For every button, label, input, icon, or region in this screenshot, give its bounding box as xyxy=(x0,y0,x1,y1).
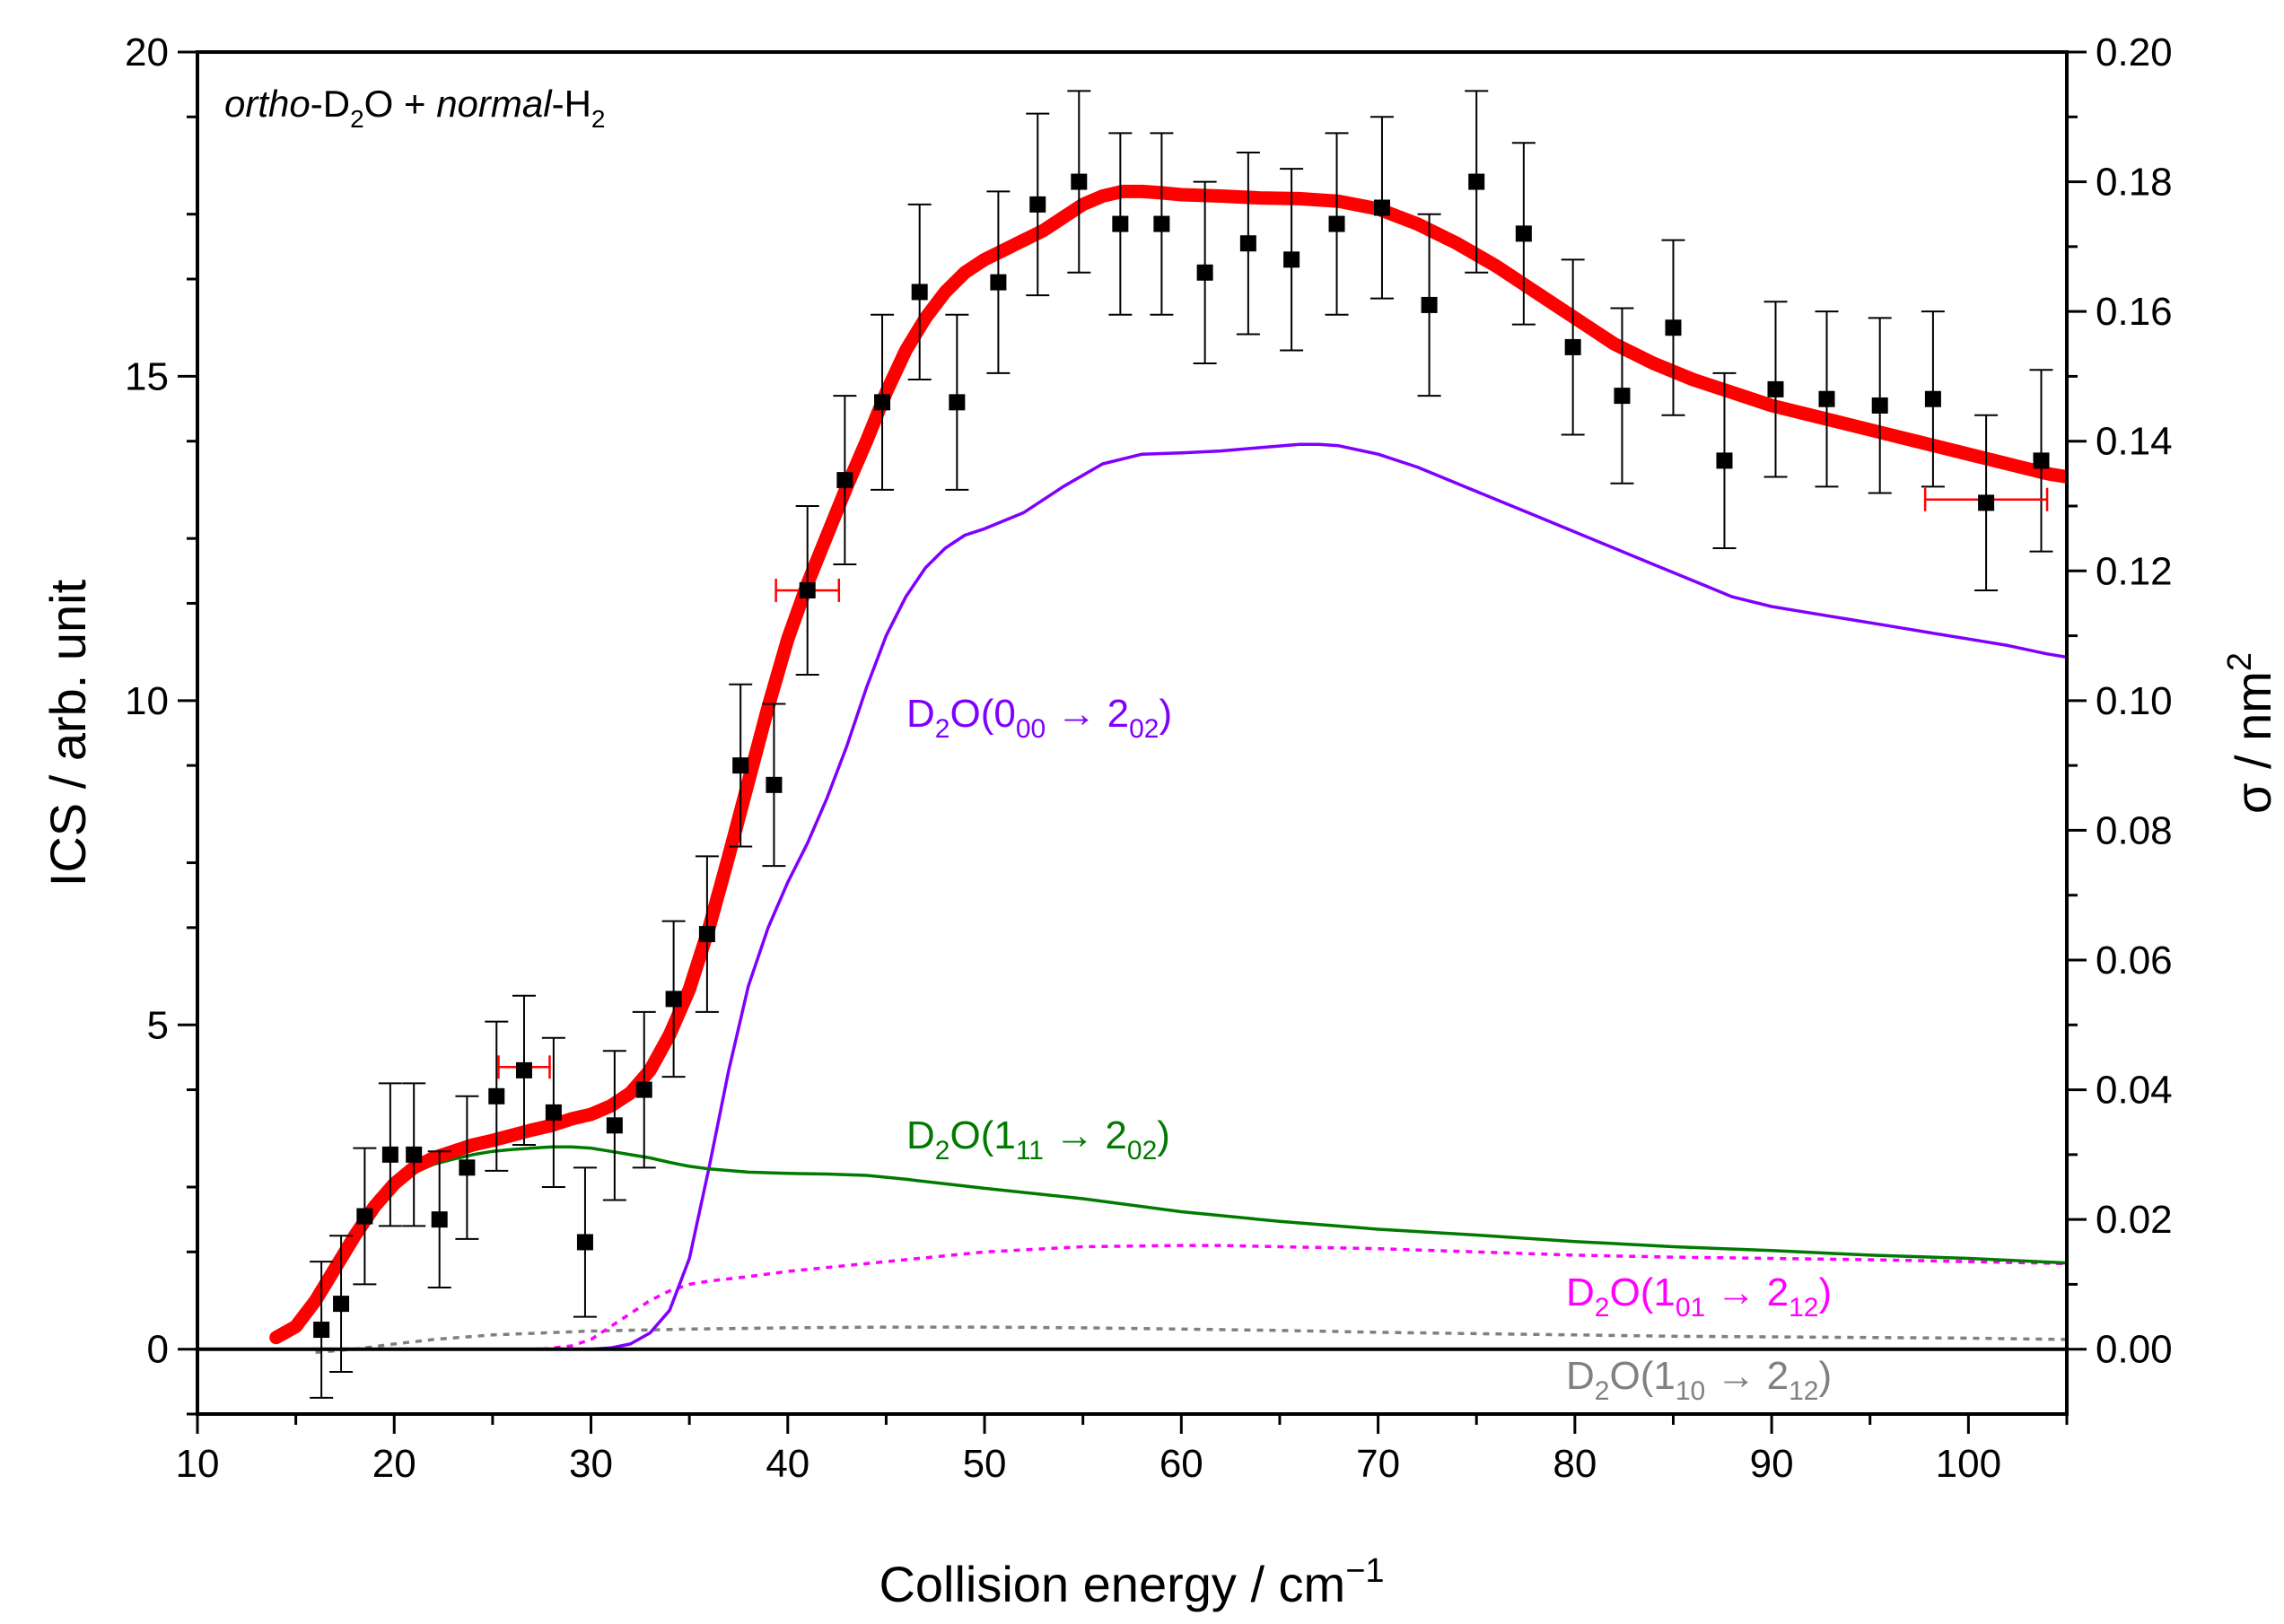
series-label-0-00-2-02: D2O(000 → 202) xyxy=(906,692,1172,744)
x-tick-label: 90 xyxy=(1750,1442,1794,1486)
data-point xyxy=(606,1117,623,1134)
curves-layer xyxy=(269,184,2067,1355)
data-point xyxy=(406,1146,423,1163)
data-point xyxy=(1924,390,1941,407)
data-point xyxy=(2033,452,2050,469)
data-point xyxy=(381,1146,398,1163)
x-tick-label: 80 xyxy=(1553,1442,1597,1486)
data-point xyxy=(1239,235,1256,252)
y-tick-label: 5 xyxy=(147,1003,169,1047)
data-point xyxy=(1716,452,1733,469)
data-point xyxy=(799,581,816,598)
data-point xyxy=(1767,380,1784,397)
data-point xyxy=(990,274,1007,291)
y2-tick-label: 0.10 xyxy=(2096,679,2173,723)
data-point xyxy=(766,776,783,793)
y2-tick-label: 0.02 xyxy=(2096,1198,2173,1242)
series-label-1-11-2-02: D2O(111 → 202) xyxy=(906,1113,1170,1166)
data-point xyxy=(949,394,966,411)
y2-axis-title: σ / nm2 xyxy=(2221,652,2281,814)
x-tick-label: 70 xyxy=(1356,1442,1400,1486)
data-point xyxy=(1112,215,1129,232)
y2-tick-label: 0.20 xyxy=(2096,31,2173,74)
y-tick-label: 10 xyxy=(125,679,169,723)
series-line-1 xyxy=(589,442,2067,1351)
data-point xyxy=(356,1208,373,1225)
x-axis-title: Collision energy / cm−1 xyxy=(879,1552,1384,1612)
chart-title: ortho-D2O + normal-H2 xyxy=(224,83,605,133)
data-point xyxy=(1468,173,1485,190)
data-point xyxy=(836,472,853,489)
series-line-4 xyxy=(315,1325,2067,1355)
series-label-1-01-2-12: D2O(101 → 212) xyxy=(1566,1270,1832,1323)
y-tick-label: 0 xyxy=(147,1328,169,1372)
data-point xyxy=(1283,251,1300,268)
data-point xyxy=(459,1159,476,1176)
y2-tick-label: 0.06 xyxy=(2096,939,2173,982)
data-point xyxy=(576,1234,593,1251)
data-point xyxy=(874,394,891,411)
data-point xyxy=(665,991,682,1008)
y2-tick-label: 0.12 xyxy=(2096,549,2173,593)
series-line-3 xyxy=(541,1244,2067,1351)
data-point xyxy=(333,1296,350,1313)
axes-layer: 10 20 30 40 50 60 70 80 90 100 0 5 10 15 20 0.00 0.02 0.0… xyxy=(125,31,2173,1486)
data-point xyxy=(698,926,715,943)
data-point xyxy=(1665,319,1682,336)
x-tick-label: 30 xyxy=(569,1442,613,1486)
y-axis-title: ICS / arb. unit xyxy=(39,579,96,886)
data-point xyxy=(1421,296,1438,313)
data-point xyxy=(488,1087,505,1104)
data-point xyxy=(1029,196,1046,213)
data-point xyxy=(1196,264,1213,281)
data-point xyxy=(431,1211,448,1228)
x-tick-label: 50 xyxy=(963,1442,1007,1486)
data-point xyxy=(1373,199,1390,216)
data-point xyxy=(1153,215,1170,232)
y2-tick-label: 0.00 xyxy=(2096,1328,2173,1372)
data-point xyxy=(732,757,749,774)
plot-frame xyxy=(196,50,2069,1416)
data-point xyxy=(1871,397,1888,414)
data-point xyxy=(911,284,928,301)
x-tick-label: 100 xyxy=(1936,1442,2001,1486)
y2-tick-label: 0.18 xyxy=(2096,161,2173,205)
x-tick-label: 40 xyxy=(766,1442,809,1486)
data-point xyxy=(1071,173,1088,190)
data-point xyxy=(1978,494,1995,511)
y-tick-label: 15 xyxy=(125,354,169,398)
data-point xyxy=(1328,215,1345,232)
series-label-1-10-2-12: D2O(110 → 212) xyxy=(1566,1354,1832,1406)
x-tick-label: 20 xyxy=(372,1442,416,1486)
x-tick-label: 60 xyxy=(1160,1442,1203,1486)
data-point xyxy=(1614,388,1631,405)
x-tick-label: 10 xyxy=(176,1442,220,1486)
data-point xyxy=(1515,225,1532,242)
data-point xyxy=(545,1104,562,1121)
data-point xyxy=(1818,390,1835,407)
data-point xyxy=(313,1322,330,1339)
y2-tick-label: 0.14 xyxy=(2096,420,2173,464)
y-tick-label: 20 xyxy=(125,31,169,74)
data-points-layer xyxy=(310,90,2053,1399)
y2-tick-label: 0.08 xyxy=(2096,808,2173,852)
data-point xyxy=(635,1081,652,1098)
y2-tick-label: 0.04 xyxy=(2096,1069,2173,1113)
y2-tick-label: 0.16 xyxy=(2096,290,2173,334)
data-point xyxy=(1564,338,1581,355)
series-line-0 xyxy=(269,184,2067,1345)
data-point xyxy=(515,1061,532,1078)
